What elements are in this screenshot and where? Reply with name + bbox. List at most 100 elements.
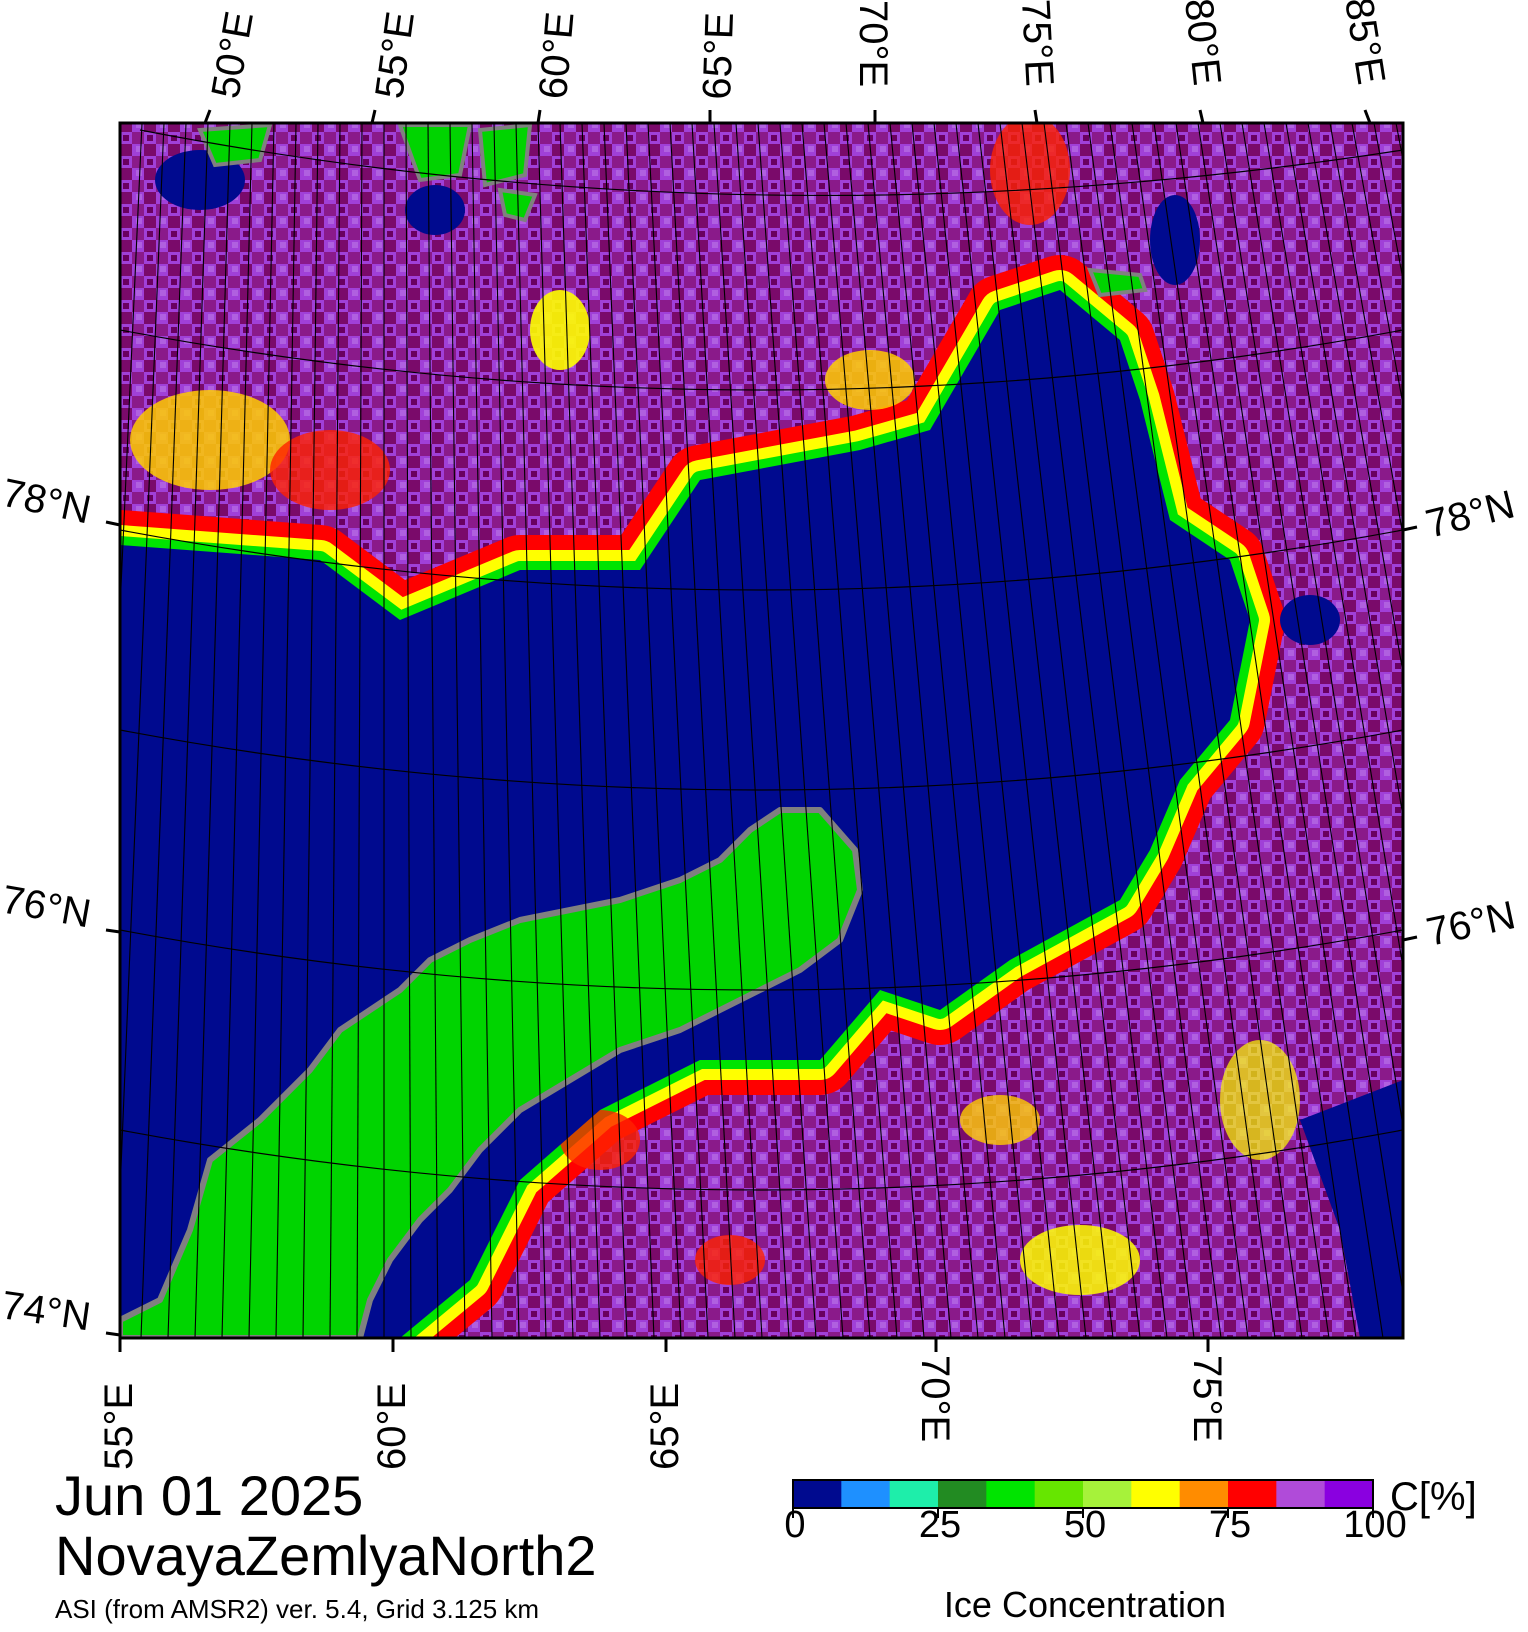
top-lon-label: 75°E [1013,0,1062,88]
colorbar-swatch [1083,1480,1132,1508]
meridians [120,123,1528,1338]
left-lat-label: 74°N [0,1283,93,1339]
meridian-line [713,123,790,1338]
colorbar-tick-label: 100 [1343,1504,1407,1546]
left-lat-label: 78°N [0,471,95,533]
meridian-line [1418,123,1528,1338]
meridian-line [647,123,709,1338]
left-lat-label: 76°N [0,878,94,937]
meridian-line [1329,123,1403,539]
meridian-line [493,123,520,1338]
colorbar-frame [792,1479,1374,1509]
frame-ticks [105,109,1418,1352]
colorbar-swatch [1276,1480,1326,1508]
meridian-line [1175,123,1357,1338]
meridian-line [167,123,209,1338]
meridian-line [471,123,493,1338]
meridian-line [977,123,1114,1338]
meridian-line [867,123,979,1338]
meridian-line [302,123,319,1338]
meridian-line [691,123,763,1338]
meridian-line [1087,123,1249,1338]
meridian-line [779,123,871,1338]
meridian-line [889,123,1006,1338]
meridian-line [735,123,817,1338]
meridian-line [449,123,466,1338]
meridian-line [329,123,341,1338]
colorbar-swatch [986,1480,1036,1508]
meridian-line [356,123,363,1338]
meridian-line [625,123,682,1338]
bottom-lon-label: 75°E [1185,1355,1229,1442]
colorbar-swatch [841,1480,891,1508]
meridian-line [933,123,1060,1338]
meridian-line [1043,123,1195,1338]
meridian-line [405,123,412,1338]
meridian-line [955,123,1087,1338]
colorbar-swatch [1324,1480,1374,1508]
top-lon-label: 55°E [367,9,423,101]
meridian-line [537,123,574,1338]
colorbar-tick-label: 25 [918,1504,962,1546]
meridian-line [515,123,547,1338]
meridian-line [669,123,736,1338]
meridian-line [275,123,297,1338]
colorbar-swatch [1034,1480,1084,1508]
colorbar-swatch [793,1480,842,1508]
meridian-line [1241,123,1403,1130]
meridian-line [140,123,187,1338]
map-frame [118,121,1405,1340]
top-lon-label: 85°E [1336,0,1393,88]
colorbar-swatch [938,1480,987,1508]
meridian-line [1351,123,1403,408]
graticule [120,129,1403,1191]
top-lon-label: 65°E [695,12,742,101]
meridian-line [120,123,143,622]
colorbar-unit: C[%] [1390,1475,1477,1519]
source-label: ASI (from AMSR2) ver. 5.4, Grid 3.125 km [55,1594,540,1624]
meridian-line [1263,123,1403,971]
meridian-line [248,123,275,1338]
bottom-lon-label: 60°E [370,1383,414,1470]
meridian-line [1021,123,1168,1338]
meridian-line [845,123,952,1338]
colorbar-swatch [1179,1480,1229,1508]
meridian-line [603,123,655,1338]
meridian-line [823,123,925,1338]
meridian-line [194,123,231,1338]
meridian-line [1065,123,1222,1338]
top-lon-label: 70°E [851,0,895,87]
meridian-line [1131,123,1303,1338]
meridian-line [1153,123,1330,1338]
meridian-line [911,123,1033,1338]
meridian-line [427,123,439,1338]
meridian-line [1109,123,1276,1338]
colorbar-swatch [1228,1480,1277,1508]
region-name: NovayaZemlyaNorth2 [55,1524,597,1587]
meridian-line [581,123,628,1338]
meridian-line [801,123,898,1338]
top-lon-label: 80°E [1176,0,1229,88]
map-area [120,123,1528,1338]
meridian-line [221,123,253,1338]
colorbar-tick-label: 50 [1063,1504,1107,1546]
meridian-line [120,123,121,135]
meridian-line [1307,123,1403,676]
bottom-lon-label: 65°E [643,1383,687,1470]
right-lat-label: 76°N [1423,893,1520,955]
date-label: Jun 01 2025 [55,1464,364,1527]
meridian-line [1219,123,1403,1297]
meridian-line [1395,123,1403,163]
colorbar [792,1480,1374,1518]
top-lon-label: 50°E [204,8,262,101]
colorbar-tick-label: 75 [1208,1504,1252,1546]
meridian-line [559,123,601,1338]
meridian-line [757,123,844,1338]
right-lat-label: 78°N [1422,482,1519,546]
meridian-line [120,123,165,1206]
top-lon-label: 60°E [531,10,582,101]
bottom-lon-label: 70°E [913,1355,957,1442]
colorbar-tick-label: 0 [784,1504,806,1546]
colorbar-swatch [1131,1480,1181,1508]
